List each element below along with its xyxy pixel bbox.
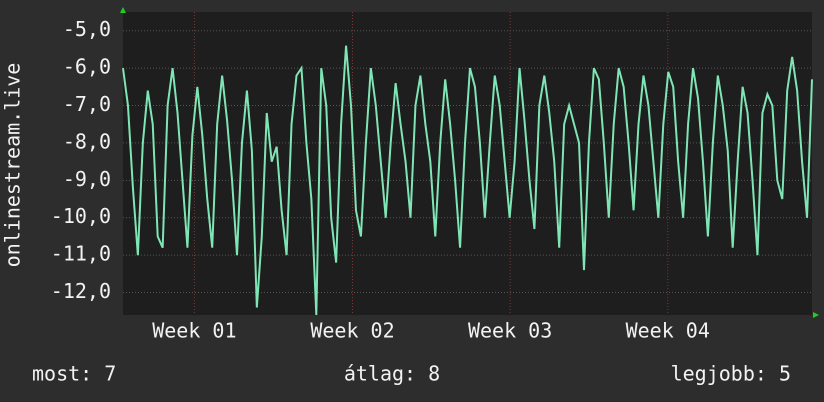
y-tick-label: -10,0 — [51, 204, 111, 228]
y-tick-label: -5,0 — [63, 17, 111, 41]
stat: most: 7 — [32, 362, 116, 386]
y-tick-label: -6,0 — [63, 55, 111, 79]
axis-arrow — [813, 312, 819, 318]
axis-arrow — [120, 7, 126, 13]
y-tick-label: -8,0 — [63, 129, 111, 153]
x-tick-label: Week 02 — [310, 319, 394, 343]
x-tick-label: Week 03 — [468, 319, 552, 343]
y-tick-label: -12,0 — [51, 279, 111, 303]
y-tick-label: -11,0 — [51, 242, 111, 266]
plot-area — [123, 12, 812, 315]
stat: legjobb: 5 — [671, 362, 791, 386]
y-tick-label: -9,0 — [63, 167, 111, 191]
y-axis-label: onlinestream.live — [1, 63, 25, 268]
data-line — [122, 45, 813, 316]
x-tick-label: Week 01 — [152, 319, 236, 343]
x-tick-label: Week 04 — [626, 319, 710, 343]
y-tick-label: -7,0 — [63, 92, 111, 116]
stat: átlag: 8 — [344, 362, 440, 386]
